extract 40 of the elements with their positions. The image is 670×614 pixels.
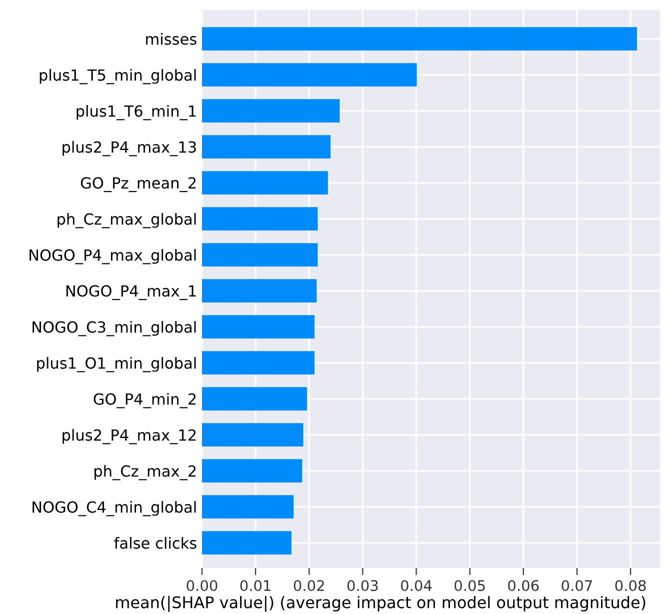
bar (202, 63, 417, 86)
y-tick-label: plus1_T6_min_1 (76, 104, 196, 120)
x-tick-label: 0.08 (615, 580, 646, 592)
x-tick-label: 0.03 (347, 580, 378, 592)
bar (202, 495, 294, 518)
x-tick-label: 0.07 (562, 580, 592, 592)
bar (202, 351, 314, 374)
x-tick-label: 0.06 (508, 580, 539, 592)
bar (202, 171, 328, 194)
x-tick-label: 0.04 (400, 580, 432, 592)
y-tick-label: misses (146, 32, 196, 45)
y-tick-label: plus1_O1_min_global (37, 356, 196, 372)
x-tick-label: 0.02 (294, 580, 324, 592)
bar (202, 387, 307, 410)
y-tick-label: GO_Pz_mean_2 (80, 177, 196, 192)
y-tick-label: plus2_P4_max_13 (62, 140, 196, 156)
y-tick-label: plus1_T5_min_global (40, 68, 196, 84)
x-tick-label: 0.01 (240, 580, 270, 592)
y-tick-label: NOGO_C3_min_global (32, 320, 196, 336)
bar (202, 315, 314, 338)
bar (202, 279, 317, 302)
bar (202, 423, 304, 446)
bar (202, 243, 318, 266)
bar (202, 531, 292, 554)
x-axis-title: mean(|SHAP value|) (average impact on model output magnitude) (116, 596, 646, 612)
bar (202, 135, 331, 158)
bar (202, 459, 302, 482)
x-tick-label: 0.05 (454, 580, 485, 592)
x-tick-label: 0.00 (186, 580, 218, 592)
y-tick-label: GO_P4_min_2 (94, 392, 196, 408)
y-tick-label: ph_Cz_max_global (58, 212, 196, 228)
y-tick-label: NOGO_C4_min_global (32, 500, 196, 516)
y-tick-label: NOGO_P4_max_global (30, 248, 196, 264)
y-tick-label: plus2_P4_max_12 (62, 428, 196, 444)
bar (202, 99, 340, 122)
y-tick-label: NOGO_P4_max_1 (66, 285, 196, 300)
y-tick-label: ph_Cz_max_2 (94, 464, 196, 480)
bar (202, 27, 637, 50)
y-tick-label: false clicks (114, 536, 196, 549)
bar (202, 207, 318, 230)
